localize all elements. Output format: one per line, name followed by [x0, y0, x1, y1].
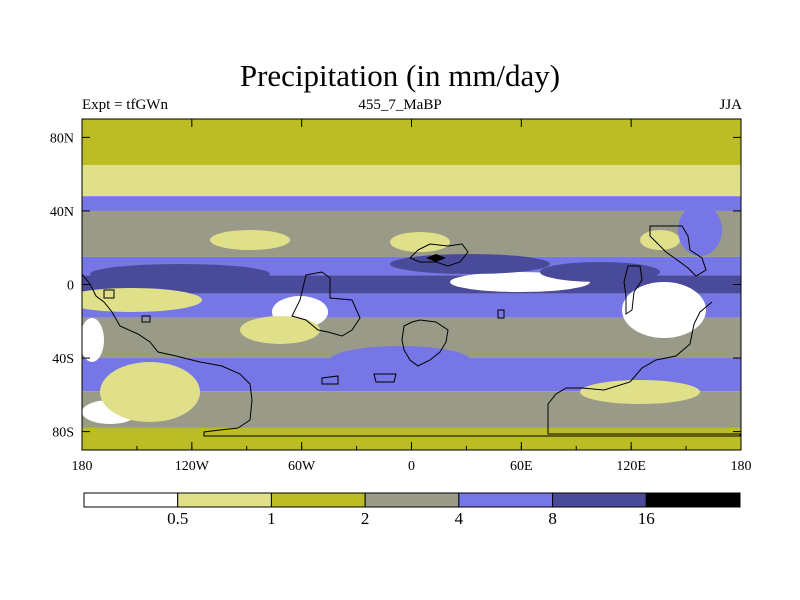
season-label: JJA	[719, 97, 742, 113]
precip-blob-12	[390, 254, 550, 274]
colorbar-swatch-5	[552, 492, 647, 508]
y-axis: 80N 40N 0 40S 80S	[50, 131, 741, 441]
time-label: 455_7_MaBP	[358, 97, 442, 113]
precip-blob-5	[390, 232, 450, 252]
y-tick-label: 40N	[50, 205, 74, 220]
precip-blob-13	[90, 264, 270, 284]
y-tick-label: 0	[67, 279, 74, 294]
colorbar-swatch-2	[270, 492, 366, 508]
colorbar-label: 2	[361, 509, 370, 528]
precip-band-6	[82, 293, 741, 318]
x-tick-label: 180	[72, 459, 93, 474]
precip-blob-16	[330, 346, 470, 374]
precip-blob-11	[100, 362, 200, 422]
precip-blob-10	[580, 380, 700, 404]
colorbar: 0.5 1 2 4 8 16	[83, 492, 741, 528]
chart-title: Precipitation (in mm/day)	[239, 58, 561, 93]
map-marker-icon	[426, 254, 446, 262]
colorbar-swatch-3	[364, 492, 460, 508]
colorbar-swatch-4	[458, 492, 554, 508]
x-tick-label: 60E	[510, 459, 533, 474]
colorbar-swatch-0	[83, 492, 179, 508]
x-tick-label: 60W	[288, 459, 316, 474]
precip-blob-14	[540, 262, 660, 282]
x-tick-label: 120E	[616, 459, 646, 474]
y-tick-label: 80S	[52, 426, 74, 441]
coastlines	[82, 225, 741, 437]
precip-band-10	[82, 427, 741, 450]
colorbar-label: 8	[548, 509, 557, 528]
precip-blob-8	[82, 288, 202, 312]
colorbar-label: 16	[638, 509, 655, 528]
y-tick-label: 80N	[50, 131, 74, 146]
colorbar-swatch-6	[645, 492, 741, 508]
precip-blob-9	[240, 316, 320, 344]
colorbar-swatch-1	[177, 492, 272, 508]
colorbar-label: 1	[267, 509, 276, 528]
x-tick-label: 0	[408, 459, 415, 474]
precip-blob-7	[640, 230, 680, 250]
precip-blob-1	[622, 282, 706, 338]
colorbar-label: 4	[455, 509, 464, 528]
precip-blob-6	[210, 230, 290, 250]
colorbar-label: 0.5	[167, 509, 188, 528]
precip-band-2	[82, 196, 741, 211]
x-tick-label: 180	[731, 459, 752, 474]
precip-band-1	[82, 164, 741, 197]
y-tick-label: 40S	[52, 352, 74, 367]
precip-blob-4	[82, 318, 104, 362]
x-axis: 180 120W 60W 0 60E 120E 180	[72, 119, 752, 474]
x-tick-label: 120W	[175, 459, 210, 474]
experiment-label: Expt = tfGWn	[82, 97, 168, 113]
